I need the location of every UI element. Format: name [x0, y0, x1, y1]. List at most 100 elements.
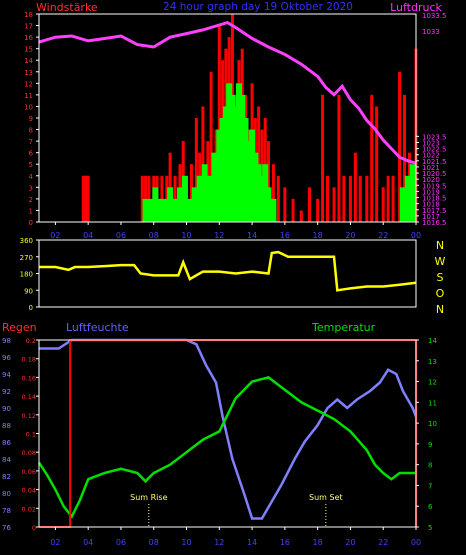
wind-tick-label: 11 [24, 92, 33, 100]
temperature-tick-label: 6 [428, 503, 433, 511]
x-tick-label: 12 [214, 538, 224, 547]
wind-tick-label: 4 [29, 173, 34, 181]
wind-pressure-panel: Windstärke 24 hour graph day 19 Oktober … [24, 1, 446, 240]
humidity-tick-label: 86 [2, 439, 11, 447]
wind-bar [226, 83, 233, 222]
gust-bar [316, 198, 320, 222]
wind-bar [262, 164, 269, 222]
wind-bar [206, 175, 213, 222]
temperature-tick-label: 14 [428, 337, 437, 345]
direction-line [39, 250, 417, 292]
x-tick-label: 22 [378, 231, 388, 240]
rain-tick-label: 0.1 [26, 431, 36, 439]
pressure-tick-label: 1021.5 [422, 158, 447, 166]
x-tick-label: 14 [247, 538, 257, 547]
rain-y-ticks: 0 0.02 0.04 0.06 0.08 0.1 0.12 0.14 0.16 0.18 0.2 [22, 337, 39, 532]
wind-bar [186, 198, 193, 222]
pressure-tick-label: 1017 [422, 213, 440, 221]
temperature-tick-label: 13 [428, 358, 437, 366]
direction-tick-label: 270 [20, 254, 33, 262]
rain-axis-label: Regen [2, 321, 37, 334]
sun-annotations: Sum Rise Sum Set [130, 493, 343, 527]
gust-bar [342, 175, 346, 222]
gust-bar [276, 175, 280, 222]
temperature-tick-label: 5 [428, 524, 432, 532]
pressure-tick-label: 1033 [422, 28, 440, 36]
wind-bar [245, 141, 252, 222]
x-tick-label: 22 [378, 538, 388, 547]
wind-bar [229, 94, 236, 222]
gust-bar [386, 175, 390, 222]
humidity-tick-label: 88 [2, 422, 11, 430]
humidity-tick-label: 82 [2, 473, 11, 481]
humidity-tick-label: 76 [2, 524, 11, 532]
wind-tick-label: 9 [29, 115, 33, 123]
wind-tick-label: 7 [29, 138, 33, 146]
wind-bar [196, 175, 203, 222]
gust-bar [337, 94, 341, 222]
rain-tick-label: 0 [32, 524, 36, 532]
wind-bar [265, 187, 272, 222]
humidity-tick-label: 90 [2, 405, 11, 413]
pressure-tick-label: 1019 [422, 188, 440, 196]
rain-tick-label: 0.08 [22, 449, 36, 457]
humidity-tick-label: 92 [2, 388, 11, 396]
direction-y-ticks: 0 90 180 270 360 [20, 237, 39, 312]
gust-bar [353, 152, 357, 222]
rain-tick-label: 0.04 [22, 487, 36, 495]
humidity-tick-label: 78 [2, 507, 11, 515]
rain-tick-label: 0.16 [22, 374, 36, 382]
rain-humidity-temperature-panel: Regen Luftfeuchte Temperatur Sum Rise Sum… [2, 321, 437, 547]
pressure-tick-label: 1018.5 [422, 195, 447, 203]
gust-bar [81, 175, 85, 222]
sun-label: Sum Rise [130, 493, 167, 502]
gust-bar [325, 175, 329, 222]
wind-bar [270, 198, 277, 222]
x-tick-label: 14 [247, 231, 257, 240]
compass-label: N [436, 239, 444, 252]
humidity-y-ticks: 76 78 80 82 84 86 88 90 92 94 96 98 [2, 337, 11, 532]
gust-bar [85, 175, 89, 222]
wind-bar [404, 175, 411, 222]
rain-tick-label: 0.18 [22, 356, 36, 364]
x-tick-label: 02 [50, 231, 60, 240]
gust-bar [299, 210, 303, 222]
pressure-tick-label: 1018 [422, 201, 440, 209]
wind-tick-label: 17 [24, 23, 33, 31]
wind-tick-label: 5 [29, 161, 33, 169]
gust-bar [266, 141, 270, 222]
wind-tick-label: 14 [24, 57, 33, 65]
wind-bar [157, 198, 164, 222]
gust-bar [348, 175, 352, 222]
compass-label: W [435, 255, 446, 268]
wind-bar [232, 106, 239, 222]
wind-tick-label: 2 [29, 196, 33, 204]
wind-bar [258, 175, 265, 222]
wind-bar [235, 83, 242, 222]
direction-tick-label: 0 [29, 304, 33, 312]
x-tick-label: 06 [116, 538, 126, 547]
x-tick-label: 04 [83, 231, 93, 240]
rain-tick-label: 0.02 [22, 505, 36, 513]
pressure-tick-label: 1022.5 [422, 146, 447, 154]
humidity-axis-label: Luftfeuchte [66, 321, 129, 334]
temperature-axis-label: Temperatur [311, 321, 376, 334]
x-tick-label: 08 [149, 538, 159, 547]
wind-axis-label: Windstärke [36, 1, 98, 14]
gust-bar [194, 118, 198, 222]
gust-bar [307, 187, 311, 222]
x-tick-label: 10 [181, 231, 191, 240]
direction-tick-label: 90 [24, 287, 33, 295]
panel1-x-ticks: 02 04 06 08 10 12 14 16 18 20 22 00 [50, 222, 421, 240]
wind-tick-label: 13 [24, 69, 33, 77]
x-tick-label: 00 [411, 231, 421, 240]
compass-label: N [436, 303, 444, 316]
pressure-tick-label: 1020.5 [422, 170, 447, 178]
wind-bar [242, 118, 249, 222]
wind-tick-label: 0 [29, 219, 33, 227]
gust-bar [391, 175, 395, 222]
pressure-line [38, 20, 417, 165]
x-tick-label: 04 [83, 538, 93, 547]
